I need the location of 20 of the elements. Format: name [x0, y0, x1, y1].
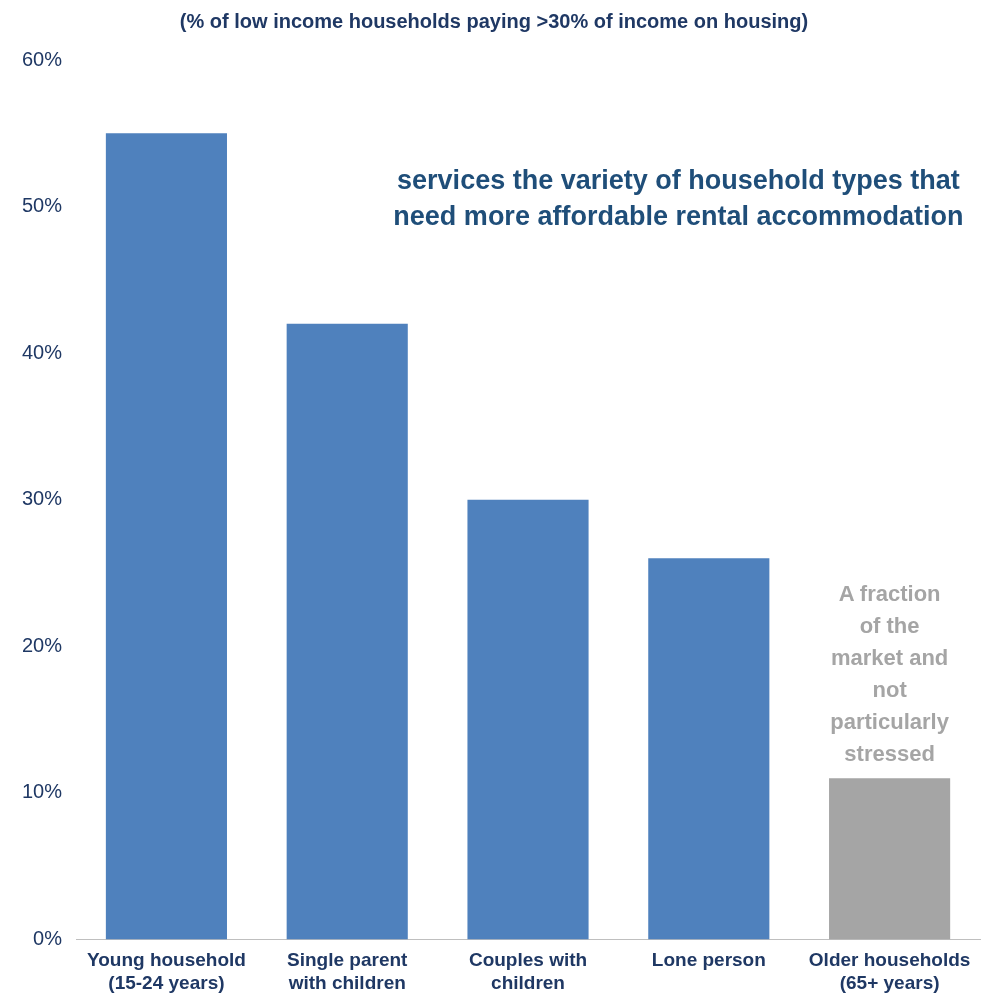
bar	[286, 323, 408, 940]
y-tick-label: 50%	[22, 194, 63, 217]
y-tick-label: 40%	[22, 340, 63, 363]
bar	[829, 778, 951, 940]
y-tick-label: 60%	[22, 47, 63, 70]
y-tick-label: 10%	[22, 780, 63, 803]
annotation: A fraction of the market and not particularly stressed	[830, 581, 950, 767]
x-tick-label: Young household (15-24 years)	[86, 949, 246, 993]
y-tick-label: 30%	[22, 487, 63, 510]
x-tick-label: Older households (65+ years)	[808, 949, 971, 993]
x-tick-label: Lone person	[651, 949, 766, 971]
y-tick-label: 20%	[22, 633, 63, 656]
bar	[467, 499, 589, 940]
x-tick-label: Single parent with children	[287, 949, 409, 993]
chart-title: (% of low income households paying >30% of income on housing)	[179, 9, 809, 32]
bar	[105, 133, 227, 940]
y-tick-label: 0%	[33, 926, 63, 949]
annotation: services the variety of household types that need more affordable rental accommodation	[393, 164, 964, 231]
bar	[648, 558, 770, 940]
x-tick-label: Couples with children	[468, 949, 588, 993]
